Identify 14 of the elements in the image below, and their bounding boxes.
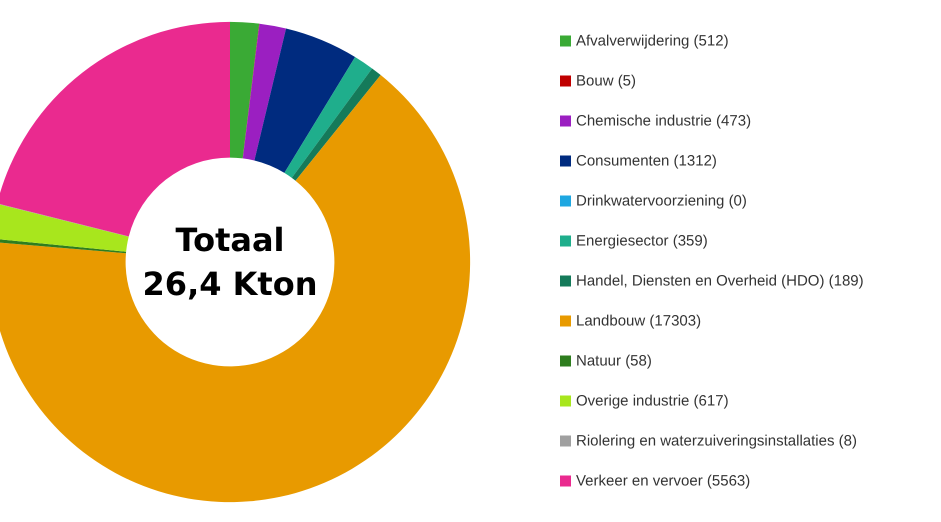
legend-label: Bouw (5) bbox=[576, 72, 636, 90]
legend-label: Handel, Diensten en Overheid (HDO) (189) bbox=[576, 272, 864, 290]
legend-label: Energiesector (359) bbox=[576, 232, 708, 250]
text: 26,4 Kton bbox=[142, 265, 318, 303]
legend-label: Chemische industrie (473) bbox=[576, 112, 752, 130]
legend-label: Natuur (58) bbox=[576, 352, 652, 370]
legend-label: Afvalverwijdering (512) bbox=[576, 32, 729, 50]
legend-label: Landbouw (17303) bbox=[576, 312, 702, 330]
legend-label: Riolering en waterzuiveringsinstallaties (8) bbox=[576, 432, 857, 450]
legend-label: Overige industrie (617) bbox=[576, 392, 729, 410]
legend-label: Drinkwatervoorziening (0) bbox=[576, 192, 747, 210]
text: Totaal bbox=[175, 221, 285, 259]
legend-label: Consumenten (1312) bbox=[576, 152, 717, 170]
legend-label: Verkeer en vervoer (5563) bbox=[576, 472, 750, 490]
